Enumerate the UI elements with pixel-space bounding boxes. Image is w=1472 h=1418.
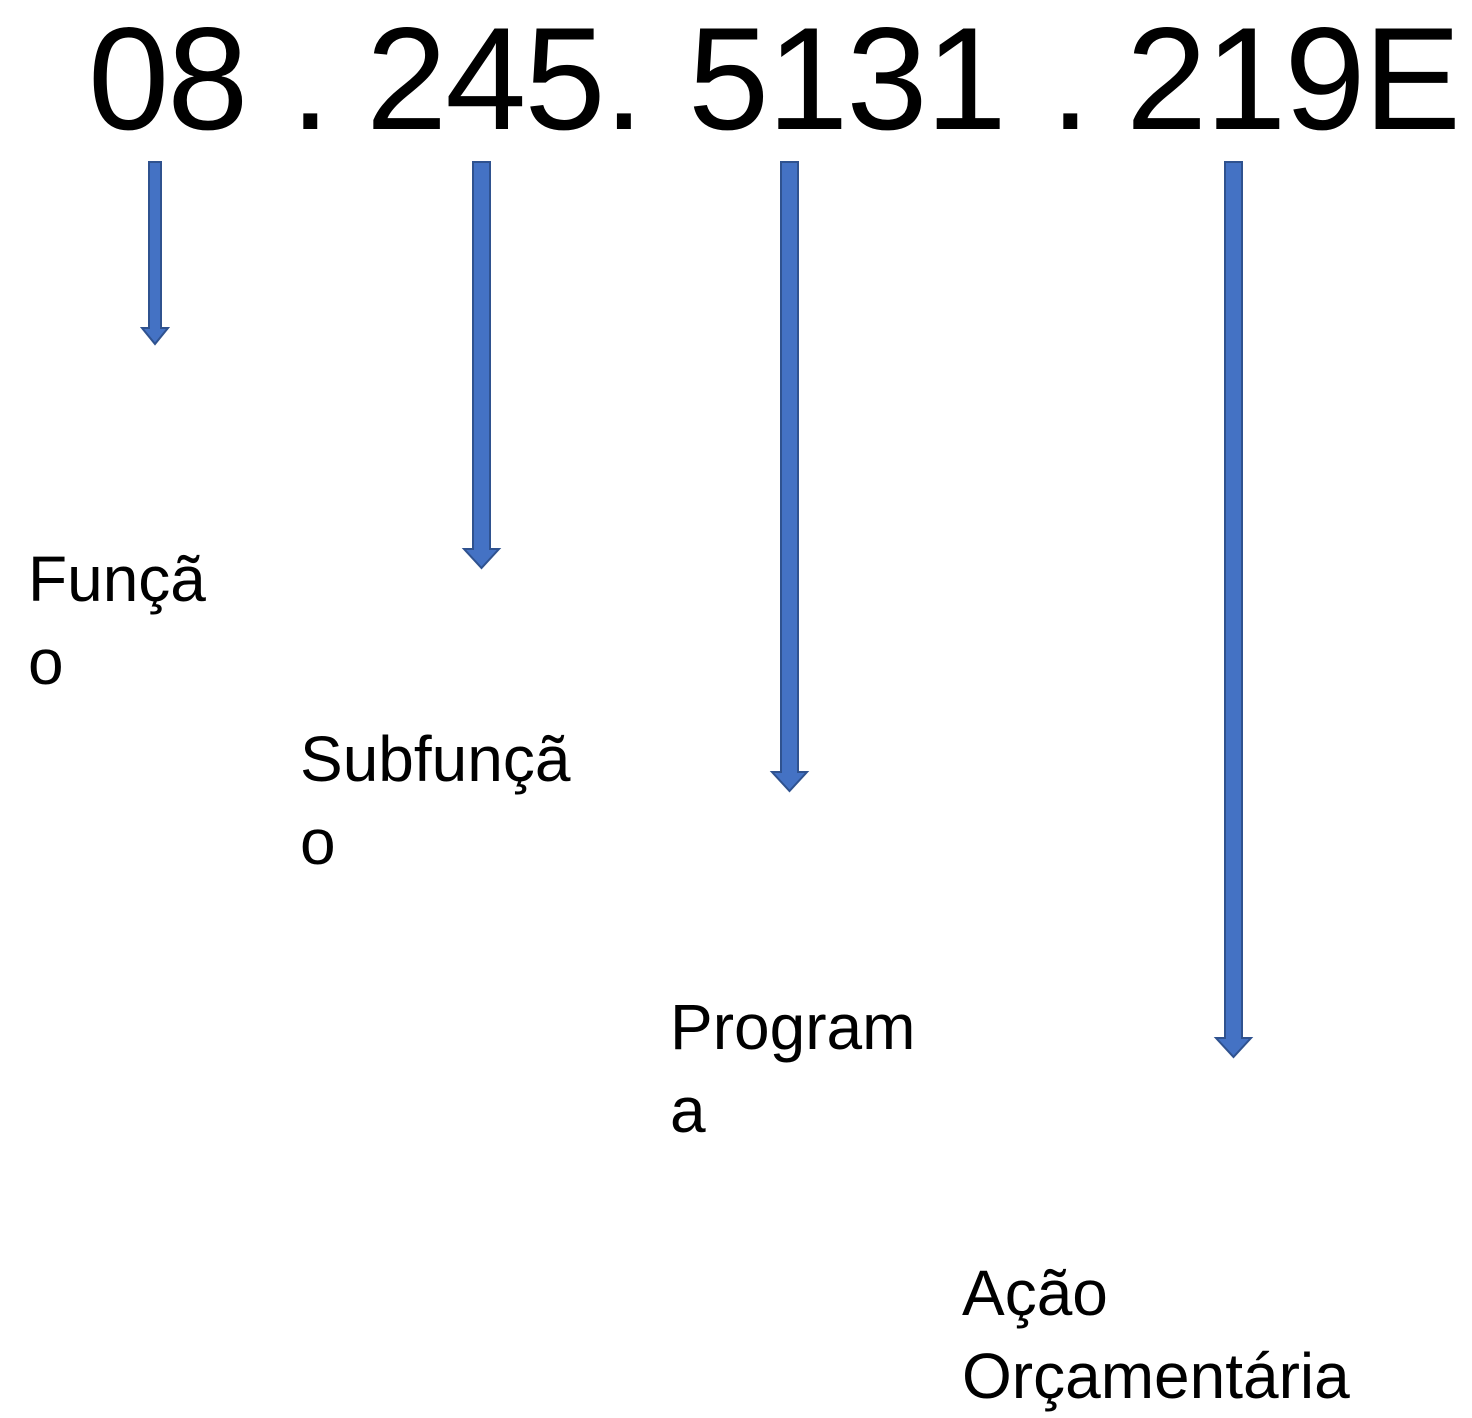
code-separator-1: . (290, 0, 331, 160)
code-subfuncao: 245. (366, 0, 644, 160)
code-funcao: 08 (88, 0, 248, 160)
code-separator-2: . (1050, 0, 1091, 160)
arrow-subfuncao (461, 161, 502, 570)
label-acao-orcamentaria: Ação Orçamentária (962, 1257, 1350, 1413)
label-subfuncao: Subfunçã o (300, 723, 571, 879)
code-programa: 5131 (688, 0, 1007, 160)
label-programa: Program a (670, 991, 916, 1147)
code-acao: 219E (1126, 0, 1461, 160)
label-funcao: Funçã o (28, 543, 206, 699)
arrow-funcao (139, 161, 171, 346)
arrow-programa (769, 161, 810, 793)
arrow-acao (1213, 161, 1254, 1059)
